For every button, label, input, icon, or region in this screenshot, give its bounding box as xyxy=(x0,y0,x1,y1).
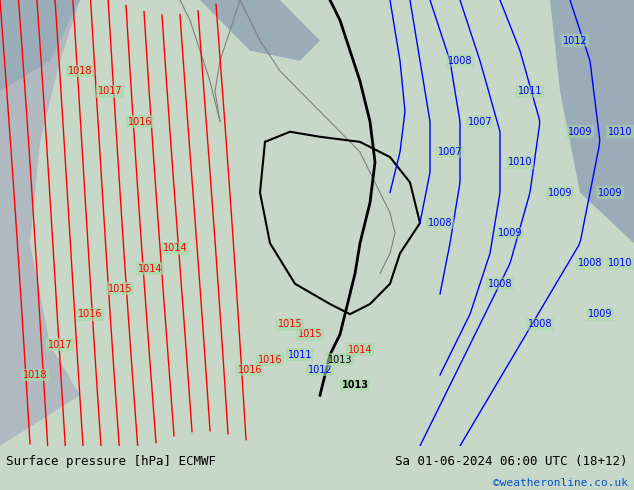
Text: Sa 01-06-2024 06:00 UTC (18+12): Sa 01-06-2024 06:00 UTC (18+12) xyxy=(395,455,628,468)
Text: 1017: 1017 xyxy=(98,86,122,96)
Text: 1007: 1007 xyxy=(437,147,462,157)
Text: 1015: 1015 xyxy=(298,329,322,340)
Text: 1016: 1016 xyxy=(127,117,152,126)
Polygon shape xyxy=(200,0,320,61)
Text: 1015: 1015 xyxy=(108,284,133,294)
Text: 1015: 1015 xyxy=(278,319,302,329)
Text: 1009: 1009 xyxy=(548,188,573,197)
Text: 1011: 1011 xyxy=(518,86,542,96)
Text: 1008: 1008 xyxy=(488,279,512,289)
Text: 1018: 1018 xyxy=(68,66,93,76)
Text: 1009: 1009 xyxy=(598,188,622,197)
Text: 1010: 1010 xyxy=(508,157,533,167)
Text: 1009: 1009 xyxy=(568,127,592,137)
Text: 1011: 1011 xyxy=(288,350,313,360)
Text: 1010: 1010 xyxy=(608,259,632,269)
Text: 1007: 1007 xyxy=(468,117,493,126)
Polygon shape xyxy=(0,0,80,446)
Text: 1008: 1008 xyxy=(578,259,602,269)
Text: 1017: 1017 xyxy=(48,340,72,349)
Text: 1008: 1008 xyxy=(428,218,452,228)
Text: 1012: 1012 xyxy=(307,365,332,375)
Text: 1009: 1009 xyxy=(498,228,522,238)
Text: 1013: 1013 xyxy=(342,380,368,390)
Text: 1009: 1009 xyxy=(588,309,612,319)
Text: 1013: 1013 xyxy=(328,355,353,365)
Text: 1014: 1014 xyxy=(348,344,372,355)
Text: 1016: 1016 xyxy=(258,355,282,365)
Text: Surface pressure [hPa] ECMWF: Surface pressure [hPa] ECMWF xyxy=(6,455,216,468)
Text: 1018: 1018 xyxy=(23,370,48,380)
Text: 1012: 1012 xyxy=(563,36,587,46)
Text: 1008: 1008 xyxy=(527,319,552,329)
Text: 1016: 1016 xyxy=(238,365,262,375)
Text: 1010: 1010 xyxy=(608,127,632,137)
Polygon shape xyxy=(0,0,80,91)
Text: 1014: 1014 xyxy=(163,244,187,253)
Text: ©weatheronline.co.uk: ©weatheronline.co.uk xyxy=(493,478,628,489)
Polygon shape xyxy=(550,0,634,243)
Text: 1008: 1008 xyxy=(448,56,472,66)
Text: 1014: 1014 xyxy=(138,264,162,273)
Text: 1016: 1016 xyxy=(78,309,102,319)
